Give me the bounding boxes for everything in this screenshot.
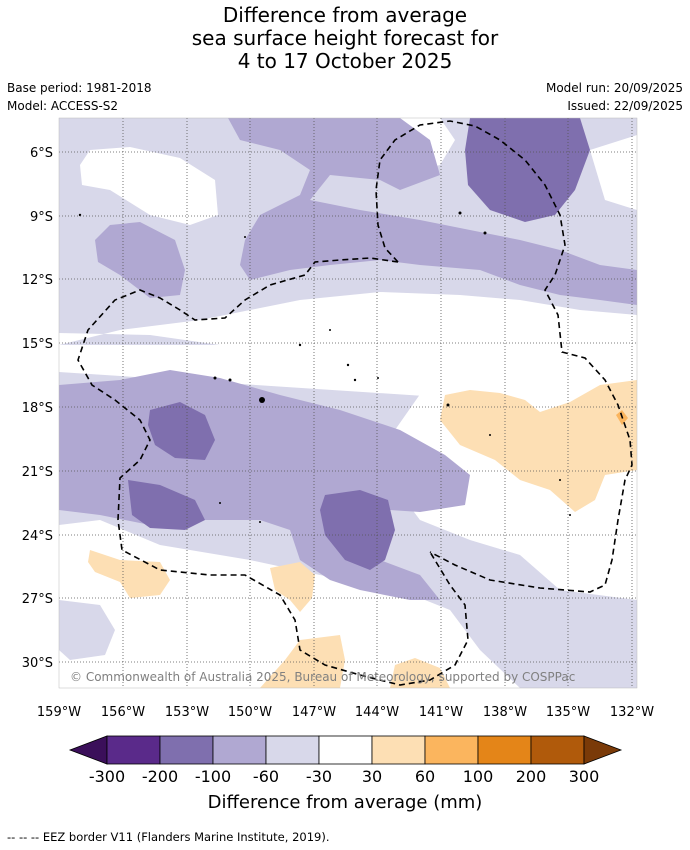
field-minus100-ne: [465, 118, 590, 222]
lat-label: 30°S: [22, 656, 53, 671]
colorbar-tick: -300: [89, 767, 125, 786]
lon-label: 156°W: [101, 705, 145, 720]
lat-label: 15°S: [22, 337, 53, 352]
colorbar-swatch: [477, 735, 532, 765]
field-neutral-south: [59, 520, 520, 688]
lat-label: 18°S: [22, 401, 53, 416]
lon-label: 138°W: [483, 705, 527, 720]
field-plus30-s3: [390, 658, 450, 688]
lat-axis: 6°S 9°S 12°S 15°S 18°S 21°S 24°S 27°S 30…: [22, 146, 53, 671]
colorbar: [68, 735, 623, 765]
colorbar-tick: -200: [142, 767, 178, 786]
lat-label: 27°S: [22, 592, 53, 607]
lat-label: 21°S: [22, 465, 53, 480]
lon-label: 132°W: [610, 705, 654, 720]
map-frame: [58, 117, 638, 689]
eez-footnote: -- -- -- EEZ border V11 (Flanders Marine…: [7, 830, 330, 844]
colorbar-extend-high: [583, 735, 623, 765]
lat-label: 12°S: [22, 273, 53, 288]
title-line-3: 4 to 17 October 2025: [237, 49, 453, 73]
anomaly-field: © Commonwealth of Australia 2025, Bureau…: [59, 118, 637, 688]
lat-label: 9°S: [30, 210, 53, 225]
colorbar-swatch: [212, 735, 267, 765]
lon-label: 141°W: [419, 705, 463, 720]
base-period: Base period: 1981-2018: [7, 81, 152, 95]
lon-axis: 159°W 156°W 153°W 150°W 147°W 144°W 141°…: [37, 705, 654, 720]
colorbar-tick: 100: [463, 767, 494, 786]
lon-label: 135°W: [546, 705, 590, 720]
lon-label: 147°W: [292, 705, 336, 720]
field-neutral-band-a: [59, 292, 637, 358]
colorbar-tick: -60: [253, 767, 279, 786]
field-minus60-west: [95, 222, 185, 298]
lon-label: 153°W: [165, 705, 209, 720]
colorbar-tick: -30: [306, 767, 332, 786]
colorbar-tick: 200: [516, 767, 547, 786]
colorbar-tick: -100: [195, 767, 231, 786]
colorbar-swatch: [424, 735, 479, 765]
issued-date: Issued: 22/09/2025: [567, 99, 683, 113]
colorbar-extend-low: [68, 735, 108, 765]
map-title: Difference from average sea surface heig…: [0, 4, 690, 73]
colorbar-tick: 30: [362, 767, 382, 786]
colorbar-swatch: [371, 735, 426, 765]
field-neutral-north-c: [590, 135, 637, 210]
field-minus30-south: [59, 600, 115, 660]
lat-label: 6°S: [30, 146, 53, 161]
eez-borders: [77, 120, 633, 686]
colorbar-title: Difference from average (mm): [207, 792, 483, 813]
field-minus100-b: [128, 480, 205, 530]
colorbar-swatch: [265, 735, 320, 765]
colorbar-swatch: [530, 735, 585, 765]
field-minus100-a: [148, 402, 215, 460]
field-minus100-c: [320, 490, 395, 570]
colorbar-ticks: -300 -200 -100 -60 -30 30 60 100 200 300: [89, 767, 599, 786]
field-neutral-north: [80, 147, 218, 225]
gridlines: [59, 118, 637, 688]
model-run: Model run: 20/09/2025: [545, 81, 683, 95]
field-plus30-east: [440, 380, 637, 512]
field-plus30-s: [270, 562, 315, 612]
meta-right: Model run: 20/09/2025 Issued: 22/09/2025: [546, 79, 683, 115]
title-line-1: Difference from average: [222, 3, 468, 27]
title-line-2: sea surface height forecast for: [191, 26, 499, 50]
copyright-notice: © Commonwealth of Australia 2025, Bureau…: [70, 670, 575, 684]
colorbar-tick: 60: [415, 767, 435, 786]
field-minus60-north: [228, 118, 637, 305]
meta-left: Base period: 1981-2018 Model: ACCESS-S2: [7, 79, 152, 115]
colorbar-tick: 300: [569, 767, 600, 786]
lon-label: 150°W: [228, 705, 272, 720]
field-plus30-s2: [260, 635, 345, 688]
lat-label: 24°S: [22, 529, 53, 544]
model-name: Model: ACCESS-S2: [7, 99, 119, 113]
colorbar-swatch: [106, 735, 161, 765]
field-plus30-sw: [88, 550, 170, 598]
islands: [78, 211, 571, 523]
lon-label: 159°W: [37, 705, 81, 720]
lon-label: 144°W: [355, 705, 399, 720]
colorbar-swatch: [318, 735, 373, 765]
colorbar-swatch: [159, 735, 214, 765]
